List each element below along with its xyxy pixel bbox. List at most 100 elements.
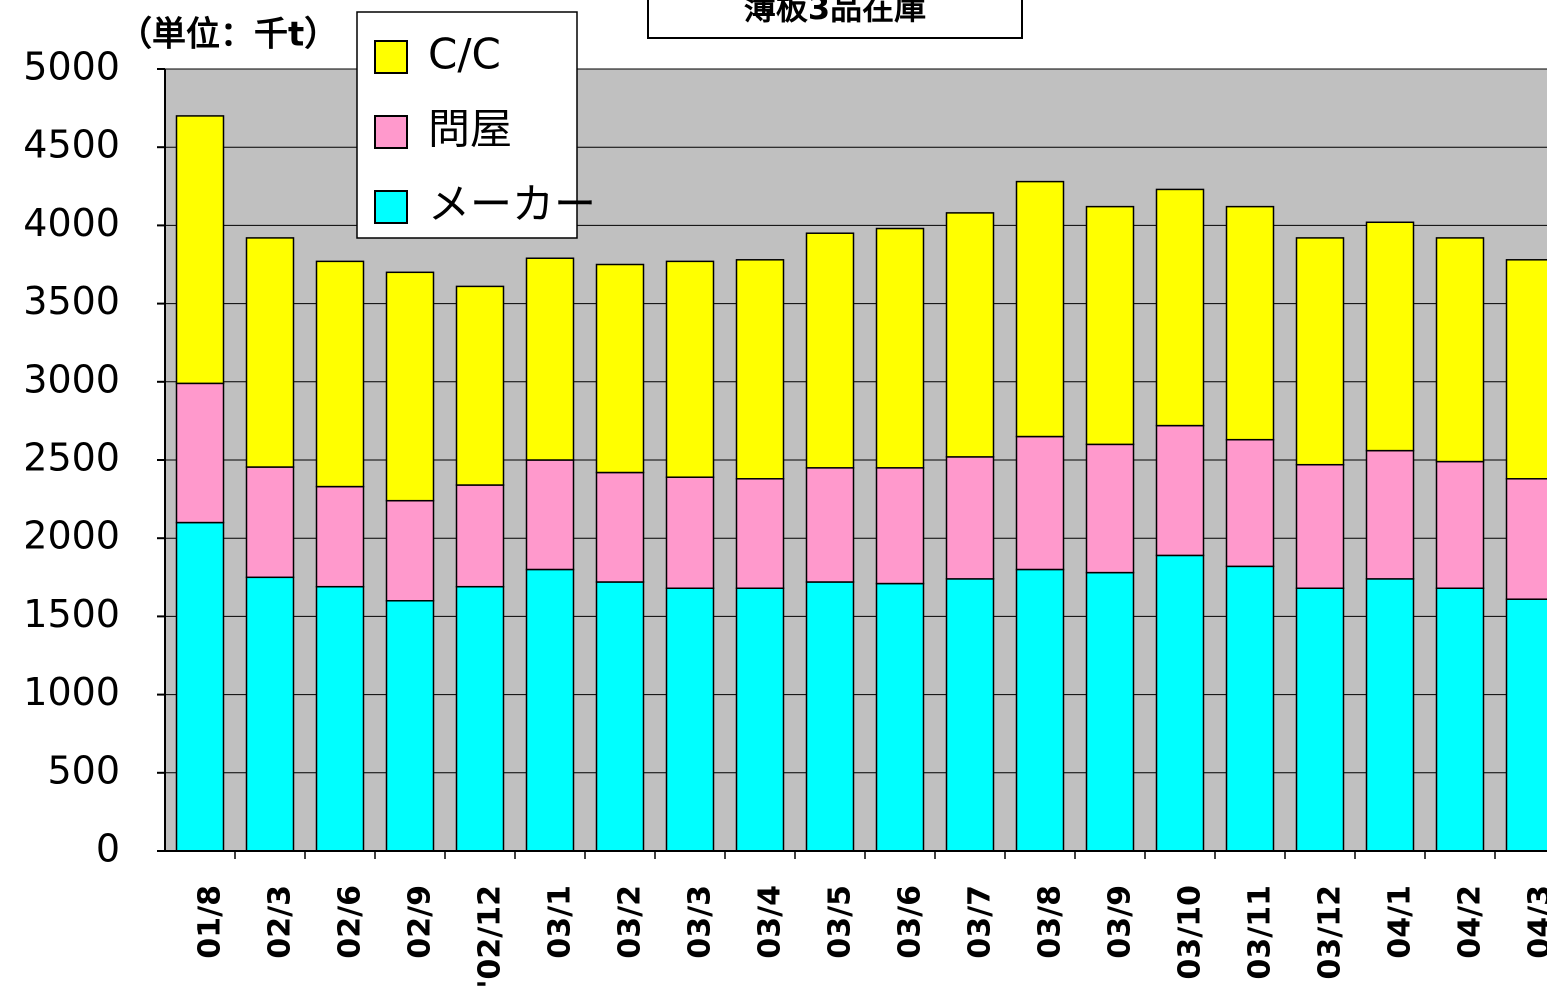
bar-segment [1365, 449, 1415, 580]
bar-segment [525, 568, 575, 852]
chart-title: 薄板3品在庫 [744, 0, 926, 27]
y-tick-label: 5000 [23, 45, 120, 89]
x-tick-label: 03/7 [963, 885, 998, 959]
legend-swatch [374, 40, 408, 74]
y-tick-label: 3500 [23, 279, 120, 323]
bar-segment [1295, 587, 1345, 852]
bar-segment [175, 115, 225, 385]
bar-segment [385, 271, 435, 502]
bar-segment [735, 587, 785, 852]
x-tick-label: 03/10 [1173, 885, 1208, 979]
bar-segment [525, 459, 575, 571]
bar-segment [1435, 237, 1485, 463]
x-tick-label: 04/2 [1453, 885, 1488, 959]
bar-segment [1505, 259, 1547, 480]
y-tick-label: 1000 [23, 670, 120, 714]
bar-segment [665, 587, 715, 852]
bar-segment [945, 456, 995, 580]
title-box [647, 0, 1023, 39]
bar-segment [1435, 460, 1485, 589]
legend-swatch [374, 190, 408, 224]
bar-segment [665, 260, 715, 478]
bar-segment [455, 585, 505, 852]
x-tick-label: 03/2 [613, 885, 648, 959]
bar-segment [1225, 565, 1275, 852]
x-tick-label: 04/1 [1383, 885, 1418, 959]
y-tick-label: 0 [96, 827, 120, 871]
bar-segment [1085, 571, 1135, 852]
x-tick-label: 03/8 [1033, 885, 1068, 959]
bar-segment [875, 467, 925, 585]
y-tick-label: 2500 [23, 436, 120, 480]
bar-segment [805, 232, 855, 469]
y-tick-label: 4500 [23, 123, 120, 167]
bar-segment [1225, 438, 1275, 568]
y-tick-label: 1500 [23, 592, 120, 636]
x-tick-label: 03/11 [1243, 885, 1278, 979]
x-tick-label: 02/9 [403, 885, 438, 959]
bar-segment [595, 263, 645, 474]
bar-segment [595, 471, 645, 583]
legend-label: メーカー [428, 180, 596, 229]
bar-segment [1015, 568, 1065, 852]
legend-label: C/C [428, 30, 501, 79]
x-tick-label: 03/5 [823, 885, 858, 959]
bar-segment [945, 212, 995, 458]
bar-segment [315, 260, 365, 488]
bar-segment [1085, 443, 1135, 574]
bar-segment [1505, 478, 1547, 600]
bar-segment [1155, 188, 1205, 427]
legend-label: 問屋 [428, 105, 512, 154]
bar-segment [1435, 587, 1485, 852]
bar-segment [1295, 237, 1345, 466]
bar-segment [455, 285, 505, 486]
bar-segment [1295, 463, 1345, 589]
y-tick-label: 3000 [23, 357, 120, 401]
x-tick-label: 03/4 [753, 885, 788, 959]
x-tick-label: '02/12 [473, 885, 508, 989]
bar-segment [455, 484, 505, 588]
bar-segment [805, 467, 855, 583]
bar-segment [875, 227, 925, 469]
x-tick-label: 03/12 [1313, 885, 1348, 979]
x-tick-label: 02/6 [333, 885, 368, 959]
bar-segment [1155, 554, 1205, 852]
x-tick-label: 03/6 [893, 885, 928, 959]
bar-segment [175, 382, 225, 524]
x-tick-label: 03/9 [1103, 885, 1138, 959]
bar-segment [385, 499, 435, 602]
bar-segment [805, 581, 855, 852]
bar-segment [1015, 180, 1065, 438]
bar-segment [245, 576, 295, 852]
bar-segment [945, 578, 995, 852]
legend-swatch [374, 115, 408, 149]
bar-segment [385, 600, 435, 852]
bar-segment [1015, 435, 1065, 571]
unit-label: （単位：千t） [118, 15, 338, 55]
x-tick-label: 02/3 [263, 885, 298, 959]
bar-segment [1505, 598, 1547, 852]
bar-segment [525, 257, 575, 461]
x-tick-label: 04/3 [1523, 885, 1547, 959]
y-tick-label: 2000 [23, 514, 120, 558]
bar-segment [665, 476, 715, 589]
bar-segment [1365, 578, 1415, 852]
bar-segment [735, 259, 785, 480]
bar-segment [175, 521, 225, 852]
x-tick-label: 03/1 [543, 885, 578, 959]
bar-segment [1225, 205, 1275, 441]
bar-segment [245, 466, 295, 579]
bar-segment [245, 237, 295, 468]
bar-segment [735, 478, 785, 589]
bar-segment [1155, 424, 1205, 557]
bar-segment [315, 585, 365, 852]
y-tick-label: 500 [47, 748, 120, 792]
bar-segment [875, 582, 925, 852]
bar-segment [1365, 221, 1415, 452]
y-tick-label: 4000 [23, 201, 120, 245]
x-tick-label: 03/3 [683, 885, 718, 959]
bar-segment [595, 581, 645, 852]
bar-segment [315, 485, 365, 588]
bar-segment [1085, 205, 1135, 446]
